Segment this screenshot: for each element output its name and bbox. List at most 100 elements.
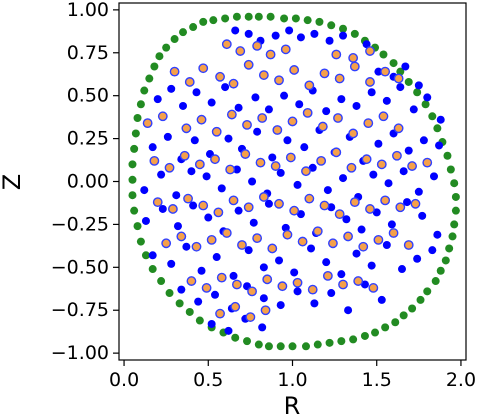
boundary-point: [451, 192, 460, 201]
interior-point-blue: [327, 289, 336, 298]
interior-point-orange: [392, 150, 402, 161]
interior-point-orange: [349, 61, 360, 72]
interior-point-blue: [253, 127, 262, 136]
interior-point-orange: [338, 279, 348, 290]
interior-point-blue: [404, 146, 413, 155]
interior-point-blue: [374, 139, 383, 148]
boundary-point: [327, 21, 336, 30]
interior-point-blue: [310, 29, 319, 38]
interior-point-blue: [244, 246, 253, 255]
interior-point-blue: [158, 204, 167, 213]
interior-point-blue: [290, 268, 299, 277]
interior-point-orange: [161, 238, 172, 249]
y-tick-label: −1.00: [51, 342, 109, 364]
interior-point-orange: [226, 109, 237, 120]
interior-point-blue: [153, 95, 162, 104]
interior-point-blue: [157, 170, 166, 179]
boundary-point: [337, 337, 346, 346]
x-tick-label: 0.5: [193, 369, 223, 391]
interior-point-orange: [201, 283, 212, 293]
boundary-point: [232, 12, 241, 21]
interior-point-orange: [164, 162, 175, 173]
boundary-point: [446, 165, 455, 174]
boundary-point: [428, 112, 437, 121]
interior-point-orange: [167, 204, 178, 214]
interior-point-orange: [255, 157, 266, 168]
boundary-point: [199, 17, 208, 26]
interior-point-orange: [348, 128, 359, 139]
interior-point-blue: [276, 168, 285, 177]
interior-point-blue: [224, 134, 233, 143]
interior-point-blue: [428, 246, 437, 255]
interior-point-orange: [277, 281, 288, 292]
boundary-point: [288, 342, 297, 351]
boundary-point: [133, 114, 142, 122]
boundary-point: [280, 14, 289, 23]
boundary-point: [441, 256, 450, 265]
interior-point-orange: [267, 243, 278, 254]
interior-point-blue: [293, 287, 302, 296]
interior-point-blue: [259, 294, 268, 303]
boundary-point: [254, 12, 263, 21]
boundary-point: [244, 12, 253, 21]
interior-point-blue: [179, 101, 188, 110]
boundary-point: [408, 304, 417, 313]
interior-point-orange: [270, 161, 281, 171]
boundary-point: [266, 12, 275, 21]
interior-point-blue: [339, 31, 348, 40]
boundary-point: [413, 88, 422, 97]
interior-point-orange: [191, 241, 202, 252]
interior-point-orange: [285, 152, 296, 163]
boundary-point: [130, 206, 139, 215]
interior-point-blue: [360, 280, 369, 289]
interior-point-blue: [344, 306, 353, 315]
interior-point-orange: [181, 123, 192, 134]
interior-point-blue: [173, 222, 182, 231]
interior-point-blue: [352, 249, 361, 258]
interior-point-orange: [252, 41, 263, 51]
interior-point-orange: [258, 70, 269, 80]
interior-point-orange: [265, 49, 276, 60]
interior-point-blue: [337, 95, 346, 104]
interior-point-blue: [197, 266, 206, 275]
interior-point-orange: [393, 123, 404, 134]
interior-point-orange: [319, 200, 330, 211]
boundary-point: [379, 50, 388, 59]
boundary-point: [291, 14, 300, 23]
boundary-point: [179, 28, 188, 37]
interior-point-orange: [348, 53, 359, 63]
interior-point-orange: [317, 121, 328, 132]
interior-point-blue: [413, 254, 422, 263]
boundary-point: [185, 307, 194, 316]
interior-point-orange: [232, 279, 242, 290]
x-tick-label: 2.0: [446, 369, 476, 391]
interior-point-orange: [365, 77, 375, 87]
boundary-point: [128, 191, 137, 200]
interior-point-blue: [271, 31, 280, 40]
interior-point-orange: [353, 276, 364, 286]
y-tick-label: 1.00: [67, 0, 109, 21]
interior-point-orange: [334, 73, 345, 84]
interior-point-orange: [403, 240, 414, 250]
interior-point-orange: [363, 118, 374, 129]
interior-point-orange: [243, 59, 254, 70]
interior-point-orange: [221, 39, 232, 50]
interior-point-orange: [312, 226, 323, 237]
interior-point-orange: [258, 192, 269, 202]
interior-point-orange: [235, 46, 246, 56]
interior-point-orange: [225, 164, 236, 175]
interior-point-orange: [228, 78, 239, 89]
interior-point-orange: [157, 111, 168, 122]
interior-point-orange: [242, 119, 252, 130]
interior-point-blue: [258, 323, 267, 332]
interior-point-orange: [198, 200, 209, 211]
interior-point-orange: [388, 228, 399, 238]
interior-point-orange: [262, 274, 273, 285]
interior-point-orange: [179, 150, 190, 161]
interior-point-blue: [435, 141, 444, 150]
interior-point-orange: [358, 241, 369, 252]
interior-point-orange: [334, 209, 345, 220]
interior-point-blue: [248, 177, 257, 186]
interior-point-orange: [215, 71, 225, 82]
